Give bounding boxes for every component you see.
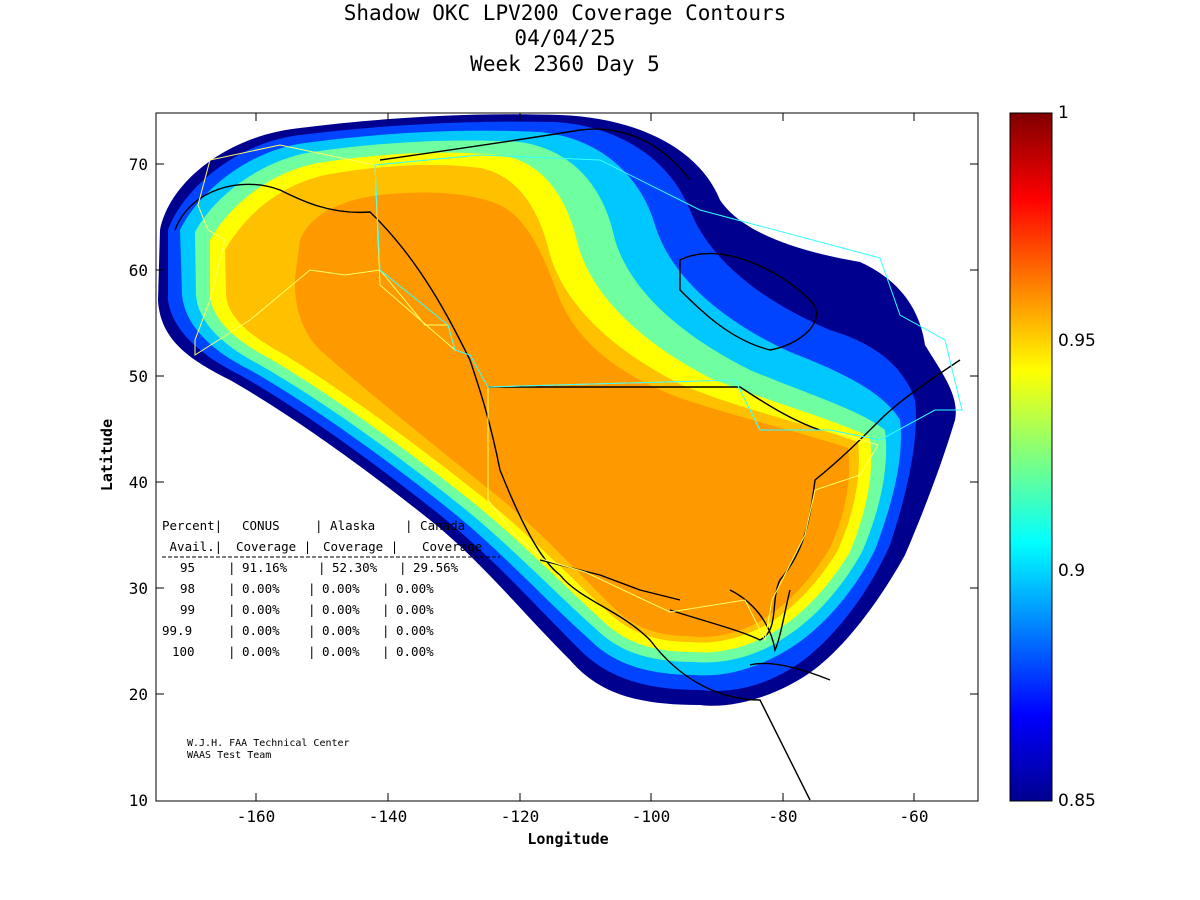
y-axis-title: Latitude [98,419,116,491]
north-america-coast [174,183,811,801]
colorbar-label: 0.95 [1058,331,1096,351]
x-tick-label: -60 [900,807,929,826]
canada-boundary [374,154,963,441]
table-row: 99 | 0.00% | 0.00% | 0.00% [180,602,434,617]
table-cell-conus: 91.16% [242,560,288,575]
table-cell-sep: | [382,644,390,659]
us-canada-border [488,386,821,431]
table-row: 99.9 | 0.00% | 0.00% | 0.00% [162,623,434,638]
table-cell-alaska: 52.30% [332,560,378,575]
table-cell-sep: | [308,644,316,659]
x-tick-label: -100 [632,807,671,826]
table-header-alaska: | Alaska [315,518,375,533]
table-row: 100 | 0.00% | 0.00% | 0.00% [172,644,434,659]
colorbar [1009,112,1053,802]
credit-line-1: W.J.H. FAA Technical Center [187,738,350,749]
table-cell-alaska: 0.00% [322,581,360,596]
x-tick-label: -160 [237,807,276,826]
table-cell-sep: | [382,602,390,617]
table-row: 95 | 91.16% | 52.30% | 29.56% [180,560,459,575]
colorbar-label: 0.9 [1058,561,1086,581]
chart-date: 04/04/25 [514,26,616,50]
table-cell-avail: 99 [180,602,195,617]
table-subheader-alaska: Coverage | [323,539,398,554]
chart-title: Shadow OKC LPV200 Coverage Contours [343,1,787,25]
table-cell-sep: | [228,581,236,596]
y-tick-label: 70 [129,155,148,174]
table-header-conus: CONUS [242,518,280,533]
y-tick-label: 40 [129,473,148,492]
table-cell-conus: 0.00% [242,602,280,617]
table-cell-conus: 0.00% [242,644,280,659]
table-cell-sep: | [228,560,236,575]
cuba [749,662,831,681]
colorbar-label-max: 1 [1058,103,1069,123]
table-cell-conus: 0.00% [242,581,280,596]
table-cell-alaska: 0.00% [322,644,360,659]
table-subheader-avail: Avail.| [162,539,222,554]
table-cell-canada: 0.00% [396,623,434,638]
credit-line-2: WAAS Test Team [187,750,272,761]
table-subheader-conus: Coverage | [236,539,311,554]
table-cell-conus: 0.00% [242,623,280,638]
coverage-contours [158,114,956,706]
table-cell-sep: | [382,581,390,596]
table-cell-sep: | [382,623,390,638]
y-tick-label: 20 [129,685,148,704]
x-tick-label: -120 [501,807,540,826]
x-axis-title: Longitude [527,830,608,848]
florida [729,589,791,653]
arctic-coast [379,128,691,181]
y-tick-label: 50 [129,367,148,386]
contour-orange [295,192,850,638]
y-tick-label: 30 [129,579,148,598]
table-cell-sep: | [308,581,316,596]
table-cell-sep: | [308,602,316,617]
table-cell-avail: 100 [172,644,195,659]
table-cell-sep: | [308,623,316,638]
table-cell-sep: | [228,602,236,617]
x-tick-label: -80 [769,807,798,826]
chart-week-day: Week 2360 Day 5 [470,52,660,76]
table-row: 98 | 0.00% | 0.00% | 0.00% [180,581,434,596]
table-cell-sep: | [399,560,407,575]
y-tick-label: 60 [129,261,148,280]
table-header-canada: | Canada [405,518,465,533]
hudson-bay [679,252,818,351]
table-cell-sep: | [318,560,326,575]
coverage-table: Percent| CONUS | Alaska | Canada Avail.|… [162,518,500,659]
region-boundaries [194,144,963,642]
colorbar-label-min: 0.85 [1058,791,1096,811]
table-subheader-canada: Coverage [422,539,482,554]
table-cell-avail: 98 [180,581,195,596]
table-cell-canada: 0.00% [396,644,434,659]
table-cell-sep: | [228,623,236,638]
x-tick-marks [255,113,915,801]
table-cell-avail: 95 [180,560,195,575]
table-cell-sep: | [228,644,236,659]
table-cell-canada: 0.00% [396,581,434,596]
plot-frame [155,112,979,802]
table-cell-avail: 99.9 [162,623,192,638]
table-cell-alaska: 0.00% [322,602,360,617]
x-tick-label: -140 [369,807,408,826]
table-header-percent: Percent| [162,518,222,533]
table-cell-canada: 29.56% [413,560,459,575]
y-tick-marks [156,163,978,695]
table-cell-alaska: 0.00% [322,623,360,638]
y-tick-label: 10 [129,791,148,810]
table-cell-canada: 0.00% [396,602,434,617]
